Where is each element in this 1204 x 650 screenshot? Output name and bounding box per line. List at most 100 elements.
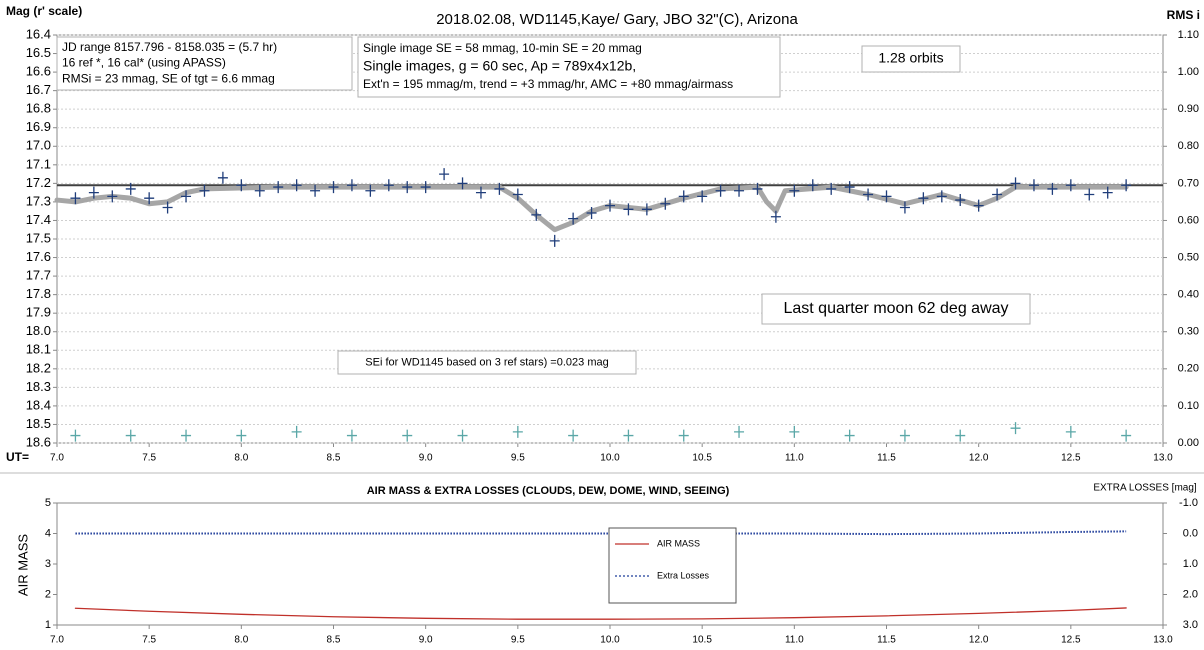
legend-label: Extra Losses — [657, 570, 710, 580]
data-point — [531, 208, 542, 221]
data-point — [1047, 182, 1058, 195]
data-point — [660, 197, 671, 210]
y-tick-label: 17.6 — [26, 249, 51, 264]
x-tick-label: 7.0 — [50, 453, 64, 464]
x-tick-label: 12.0 — [969, 453, 989, 464]
y-tick-label: 17.4 — [26, 212, 51, 227]
data-point — [365, 184, 376, 197]
data-point — [1065, 179, 1076, 192]
data-point — [936, 190, 947, 203]
y-tick-label: 16.6 — [26, 64, 51, 79]
x-tick-label: 10.0 — [600, 453, 620, 464]
data-point — [863, 188, 874, 201]
y2-tick-label: 1.0 — [1183, 558, 1198, 570]
data-point — [457, 177, 468, 190]
data-point — [457, 429, 468, 442]
y2-axis-label: RMS i — [1167, 8, 1200, 22]
data-point — [494, 182, 505, 195]
y-tick-label: 18.3 — [26, 379, 51, 394]
y-tick-label: 17.1 — [26, 156, 51, 171]
y-axis-label: Mag (r' scale) — [6, 4, 82, 18]
data-point — [512, 425, 523, 438]
data-point — [181, 429, 192, 442]
data-point — [568, 212, 579, 225]
x-tick-label: 10.0 — [600, 635, 620, 646]
data-point — [752, 182, 763, 195]
y-tick-label: 4 — [45, 527, 51, 539]
data-point — [217, 171, 228, 184]
y-tick-label: 16.8 — [26, 101, 51, 116]
x-tick-label: 13.0 — [1153, 453, 1173, 464]
data-point — [586, 207, 597, 220]
y-tick-label: 17.8 — [26, 286, 51, 301]
y-tick-label: 18.2 — [26, 360, 51, 375]
x-axis-label: UT= — [6, 450, 29, 464]
data-point — [88, 186, 99, 199]
data-point — [107, 190, 118, 203]
x-tick-label: 11.5 — [877, 453, 896, 464]
series-line — [74, 607, 1127, 620]
x-tick-label: 9.5 — [511, 635, 525, 646]
data-point — [678, 429, 689, 442]
y-tick-label: 17.0 — [26, 138, 51, 153]
y2-tick-label: 3.0 — [1183, 619, 1198, 631]
y-tick-label: 18.1 — [26, 342, 51, 357]
data-point — [1065, 425, 1076, 438]
y2-tick-label: 0.20 — [1178, 363, 1199, 375]
y-tick-label: 16.9 — [26, 119, 51, 134]
x-tick-label: 13.0 — [1153, 635, 1173, 646]
data-point — [199, 184, 210, 197]
x-tick-label: 9.0 — [419, 635, 433, 646]
y-tick-label: 1 — [45, 619, 51, 631]
data-point — [789, 425, 800, 438]
data-point — [1010, 422, 1021, 435]
data-point — [826, 182, 837, 195]
data-point — [807, 179, 818, 192]
y-tick-label: 16.4 — [26, 26, 51, 41]
data-point — [291, 179, 302, 192]
data-point — [1102, 186, 1113, 199]
annotation-text: 16 ref *, 16 cal* (using APASS) — [62, 56, 226, 70]
data-point — [899, 429, 910, 442]
x-tick-label: 12.0 — [969, 635, 989, 646]
annotation-text: 1.28 orbits — [878, 50, 943, 66]
data-point — [955, 194, 966, 207]
x-tick-label: 8.5 — [327, 453, 341, 464]
data-point — [402, 181, 413, 194]
data-point — [844, 429, 855, 442]
chart-title: AIR MASS & EXTRA LOSSES (CLOUDS, DEW, DO… — [367, 485, 730, 497]
annotation-text: Ext'n = 195 mmag/m, trend = +3 mmag/hr, … — [363, 77, 733, 91]
data-point — [605, 199, 615, 212]
data-point — [1028, 179, 1039, 192]
data-point — [568, 429, 579, 442]
x-tick-label: 10.5 — [692, 635, 712, 646]
y-tick-label: 2 — [45, 588, 51, 600]
data-point — [955, 429, 966, 442]
annotation-box — [861, 45, 961, 73]
y-tick-label: 17.2 — [26, 175, 51, 190]
data-point — [734, 184, 745, 197]
x-tick-label: 7.0 — [50, 635, 64, 646]
data-point — [383, 179, 394, 192]
data-point — [789, 184, 800, 197]
data-point — [1121, 429, 1132, 442]
data-point — [346, 179, 357, 192]
chart-title: 2018.02.08, WD1145,Kaye/ Gary, JBO 32"(C… — [436, 11, 798, 28]
data-point — [697, 190, 708, 203]
data-point — [641, 203, 652, 216]
annotation-box — [761, 293, 1031, 325]
y2-tick-label: 0.80 — [1178, 140, 1199, 152]
y-tick-label: 18.5 — [26, 416, 51, 431]
data-point — [549, 234, 560, 247]
y2-tick-label: 0.30 — [1178, 326, 1199, 338]
y2-axis-label: EXTRA LOSSES [mag] — [1093, 483, 1197, 494]
y-tick-label: 18.0 — [26, 323, 51, 338]
data-point — [623, 429, 634, 442]
data-point — [899, 201, 910, 214]
data-point — [70, 429, 81, 442]
data-point — [273, 181, 284, 194]
x-tick-label: 8.0 — [234, 635, 248, 646]
x-tick-label: 8.0 — [234, 453, 248, 464]
data-point — [1121, 179, 1132, 192]
